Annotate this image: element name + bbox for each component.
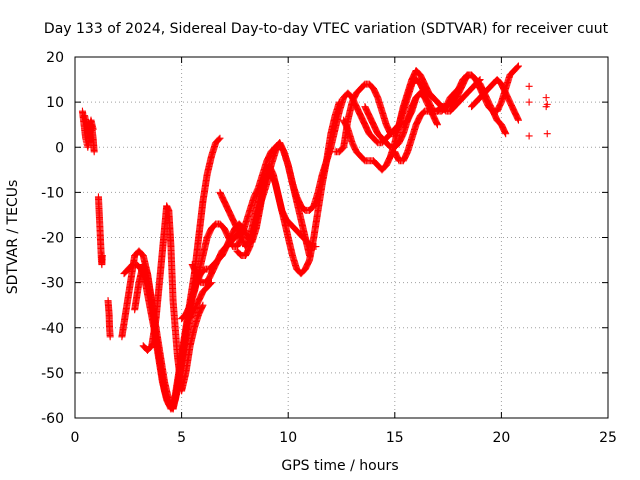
data-point: [216, 134, 224, 142]
data-point: [514, 116, 522, 124]
data-point: [433, 121, 441, 129]
data-point: [207, 279, 215, 287]
x-tick-label: 10: [279, 430, 297, 446]
y-tick-label: 20: [46, 50, 64, 66]
data-point: [525, 132, 533, 140]
data-point: [98, 252, 106, 260]
data-point: [199, 301, 207, 309]
y-tick-label: -60: [41, 411, 64, 427]
chart-title: Day 133 of 2024, Sidereal Day-to-day VTE…: [44, 21, 609, 37]
y-axis-title: SDTVAR / TECUs: [5, 180, 21, 295]
x-tick-label: 20: [492, 430, 510, 446]
y-tick-label: 0: [55, 140, 64, 156]
y-tick-label: 10: [46, 95, 64, 111]
y-tick-label: -40: [41, 321, 64, 337]
data-point: [106, 333, 114, 341]
data-point: [90, 148, 98, 156]
data-point: [514, 63, 522, 71]
data-point: [207, 280, 215, 288]
data-point: [89, 125, 97, 133]
data-point: [215, 135, 223, 143]
y-tick-label: -20: [41, 231, 64, 247]
data-point: [514, 62, 522, 70]
data-point: [525, 98, 533, 106]
x-axis-title: GPS time / hours: [281, 458, 398, 474]
data-point: [543, 130, 551, 138]
data-points: [78, 62, 551, 413]
x-tick-label: 5: [177, 430, 186, 446]
y-tick-label: -10: [41, 185, 64, 201]
axes: 0 5 10 15 20 25 -60 -50 -40 -30 -20 -10 0 10 20: [41, 50, 617, 446]
x-tick-label: 25: [599, 430, 617, 446]
x-tick-label: 0: [71, 430, 80, 446]
data-point: [543, 100, 551, 108]
y-tick-label: -30: [41, 276, 64, 292]
data-point: [525, 82, 533, 90]
y-tick-label: -50: [41, 366, 64, 382]
data-point: [502, 130, 510, 138]
x-tick-label: 15: [386, 430, 404, 446]
data-point: [542, 94, 550, 102]
